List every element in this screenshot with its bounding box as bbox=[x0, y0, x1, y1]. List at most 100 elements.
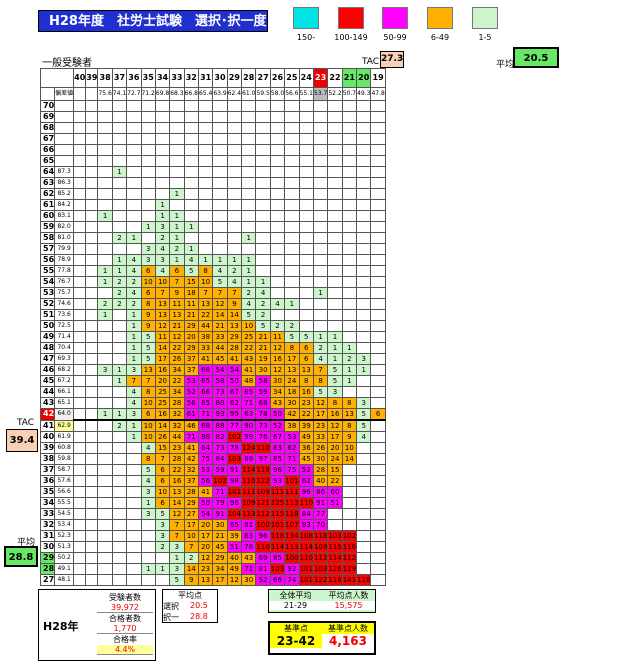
count-cell: 119 bbox=[255, 464, 271, 476]
count-cell bbox=[327, 133, 343, 145]
count-cell bbox=[85, 497, 99, 509]
count-cell bbox=[284, 221, 300, 233]
count-cell: 50 bbox=[269, 408, 286, 421]
score-cell: 38 bbox=[39, 453, 56, 465]
base-score-box: 基準点 基準点人数 23-42 4,163 bbox=[268, 621, 376, 655]
count-cell bbox=[284, 155, 300, 167]
count-cell: 3 bbox=[140, 486, 156, 498]
count-cell: 14 bbox=[169, 497, 185, 509]
count-cell: 1 bbox=[126, 419, 142, 432]
count-cell bbox=[370, 232, 386, 244]
all-average-box: 全体平均 平均点人数 21-29 15,575 bbox=[268, 589, 376, 613]
avg-box: 平均点 選択 20.5 択一 28.8 bbox=[162, 589, 218, 623]
count-cell bbox=[241, 210, 257, 222]
count-cell bbox=[298, 309, 314, 321]
count-cell bbox=[312, 133, 329, 145]
count-cell bbox=[126, 453, 142, 465]
count-cell bbox=[370, 342, 386, 354]
count-cell bbox=[97, 508, 113, 520]
count-cell bbox=[269, 100, 286, 112]
count-cell bbox=[140, 155, 156, 167]
count-cell: 5 bbox=[140, 331, 156, 343]
count-cell: 15 bbox=[183, 276, 199, 288]
count-cell: 78 bbox=[226, 442, 243, 454]
count-cell bbox=[111, 353, 128, 365]
deviation-cell: 62.9 bbox=[54, 419, 75, 432]
count-cell bbox=[312, 309, 329, 321]
count-cell: 12 bbox=[226, 574, 243, 586]
count-cell bbox=[97, 320, 113, 332]
count-cell: 1 bbox=[226, 254, 243, 266]
score-cell: 63 bbox=[39, 177, 56, 189]
count-cell: 53 bbox=[197, 464, 214, 476]
column-deviation: 47.8 bbox=[370, 87, 386, 101]
count-cell: 1 bbox=[341, 364, 358, 376]
column-deviation: 58.0 bbox=[269, 87, 286, 101]
deviation-cell bbox=[54, 144, 75, 156]
count-cell bbox=[356, 486, 372, 498]
count-cell: 82 bbox=[212, 431, 228, 443]
count-cell: 112 bbox=[312, 552, 329, 564]
count-cell bbox=[341, 265, 358, 277]
count-cell bbox=[183, 100, 199, 112]
count-cell: 71 bbox=[197, 408, 214, 421]
count-cell: 71 bbox=[284, 453, 300, 465]
count-cell bbox=[370, 199, 386, 211]
deviation-cell: 82.0 bbox=[54, 221, 75, 233]
count-cell: 20 bbox=[197, 519, 214, 531]
base-h1: 基準点 bbox=[284, 624, 308, 633]
count-cell: 1 bbox=[126, 309, 142, 321]
count-cell bbox=[356, 199, 372, 211]
count-cell bbox=[85, 431, 99, 443]
count-cell: 33 bbox=[312, 431, 329, 443]
count-cell bbox=[370, 375, 386, 387]
count-cell: 42 bbox=[183, 453, 199, 465]
count-cell: 84 bbox=[298, 508, 314, 520]
count-cell bbox=[356, 331, 372, 343]
count-cell bbox=[183, 232, 199, 244]
count-cell bbox=[154, 122, 171, 134]
count-cell bbox=[73, 199, 87, 211]
count-cell: 1 bbox=[126, 320, 142, 332]
count-cell: 62 bbox=[284, 442, 300, 454]
avg-value: 28.8 bbox=[190, 612, 208, 621]
count-cell: 1 bbox=[327, 342, 343, 354]
count-cell bbox=[126, 243, 142, 255]
deviation-cell: 65.1 bbox=[54, 397, 75, 409]
count-cell: 51 bbox=[226, 541, 243, 553]
count-cell: 5 bbox=[312, 386, 329, 398]
count-cell bbox=[327, 221, 343, 233]
count-cell: 4 bbox=[140, 442, 156, 454]
count-cell: 17 bbox=[197, 530, 214, 542]
count-cell bbox=[370, 243, 386, 255]
legend-label: 50-99 bbox=[383, 33, 407, 42]
count-cell bbox=[97, 287, 113, 299]
count-cell bbox=[111, 574, 128, 586]
count-cell: 1 bbox=[126, 342, 142, 354]
column-deviation: 50.7 bbox=[341, 87, 358, 101]
count-cell: 104 bbox=[226, 508, 243, 520]
legend-swatch bbox=[472, 7, 498, 29]
count-cell bbox=[226, 111, 243, 123]
score-cell: 34 bbox=[39, 497, 56, 509]
column-deviation: 49.3 bbox=[356, 87, 372, 101]
count-cell bbox=[183, 122, 199, 134]
score-cell: 32 bbox=[39, 519, 56, 531]
count-cell bbox=[111, 397, 128, 409]
tac-avg-left: 39.4 bbox=[6, 429, 38, 452]
count-cell bbox=[241, 243, 257, 255]
tac-label: TAC bbox=[362, 57, 380, 67]
count-cell: 9 bbox=[341, 431, 358, 443]
count-cell bbox=[140, 122, 156, 134]
count-cell bbox=[341, 320, 358, 332]
count-cell bbox=[226, 155, 243, 167]
count-cell bbox=[356, 177, 372, 189]
count-cell bbox=[269, 276, 286, 288]
count-cell bbox=[126, 122, 142, 134]
count-cell bbox=[212, 144, 228, 156]
count-cell: 8 bbox=[341, 397, 358, 409]
count-cell bbox=[126, 497, 142, 509]
count-cell bbox=[341, 475, 358, 487]
count-cell bbox=[197, 232, 214, 244]
count-cell: 52 bbox=[298, 464, 314, 476]
